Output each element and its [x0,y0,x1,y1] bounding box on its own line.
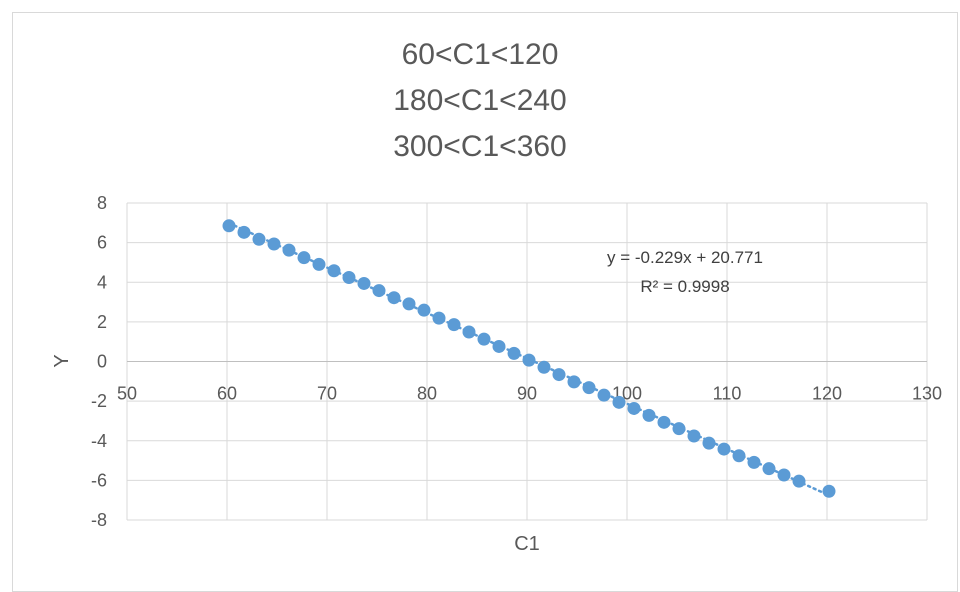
data-point [312,257,326,271]
data-point [477,332,491,346]
y-tick-label: -4 [91,431,107,451]
y-tick-label: 8 [97,193,107,213]
y-tick-label: -8 [91,510,107,530]
y-tick-label: -6 [91,470,107,490]
data-point [582,381,596,395]
data-point [687,429,701,443]
y-tick-label: 2 [97,312,107,332]
x-axis-title: C1 [514,533,540,555]
data-point [492,339,506,353]
data-point [222,219,236,233]
data-point [387,291,401,305]
data-point [642,408,656,422]
data-point [372,284,386,298]
data-point [552,368,566,382]
chart-area [12,12,958,592]
data-point [507,346,521,360]
data-point [447,318,461,332]
x-tick-label: 90 [517,384,537,404]
data-point [762,462,776,476]
y-tick-labels: 8 6 4 2 0 -2 -4 -6 -8 [91,193,107,530]
data-point [657,415,671,429]
chart-title-line-3: 300<C1<360 [393,130,567,163]
data-points [222,219,836,498]
y-tick-label: -2 [91,391,107,411]
x-tick-label: 120 [812,384,842,404]
data-point [822,484,836,498]
chart-title-line-1: 60<C1<120 [401,38,559,71]
data-point [702,436,716,450]
y-tick-label: 0 [97,352,107,372]
data-point [357,276,371,290]
trendline-r-squared: R² = 0.9998 [640,277,729,296]
data-point [672,422,686,436]
trendline-equation: y = -0.229x + 20.771 [607,248,763,267]
data-point [597,388,611,402]
x-tick-label: 50 [117,384,137,404]
data-point [792,474,806,488]
y-tick-label: 6 [97,233,107,253]
data-point [747,455,761,469]
data-point [252,232,266,246]
x-tick-labels: 50 60 70 80 90 100 110 120 130 [117,384,942,404]
data-point [282,243,296,257]
x-tick-label: 80 [417,384,437,404]
y-tick-label: 4 [97,272,107,292]
x-tick-label: 110 [713,384,742,404]
x-tick-label: 130 [912,384,942,404]
chart-title-line-2: 180<C1<240 [393,84,567,117]
x-tick-label: 60 [217,384,237,404]
data-point [462,325,476,339]
data-point [402,297,416,311]
data-point [717,442,731,456]
data-point [297,251,311,265]
data-point [612,395,626,409]
data-point [327,264,341,278]
data-point [267,237,281,251]
data-point [237,225,251,239]
data-point [567,375,581,389]
data-point [627,401,641,415]
data-point [432,311,446,325]
data-point [522,353,536,367]
data-point [777,468,791,482]
data-point [342,270,356,284]
data-point [537,360,551,374]
data-point [732,449,746,463]
x-tick-label: 70 [317,384,337,404]
y-axis-title: Y [51,354,73,367]
data-point [417,303,431,317]
